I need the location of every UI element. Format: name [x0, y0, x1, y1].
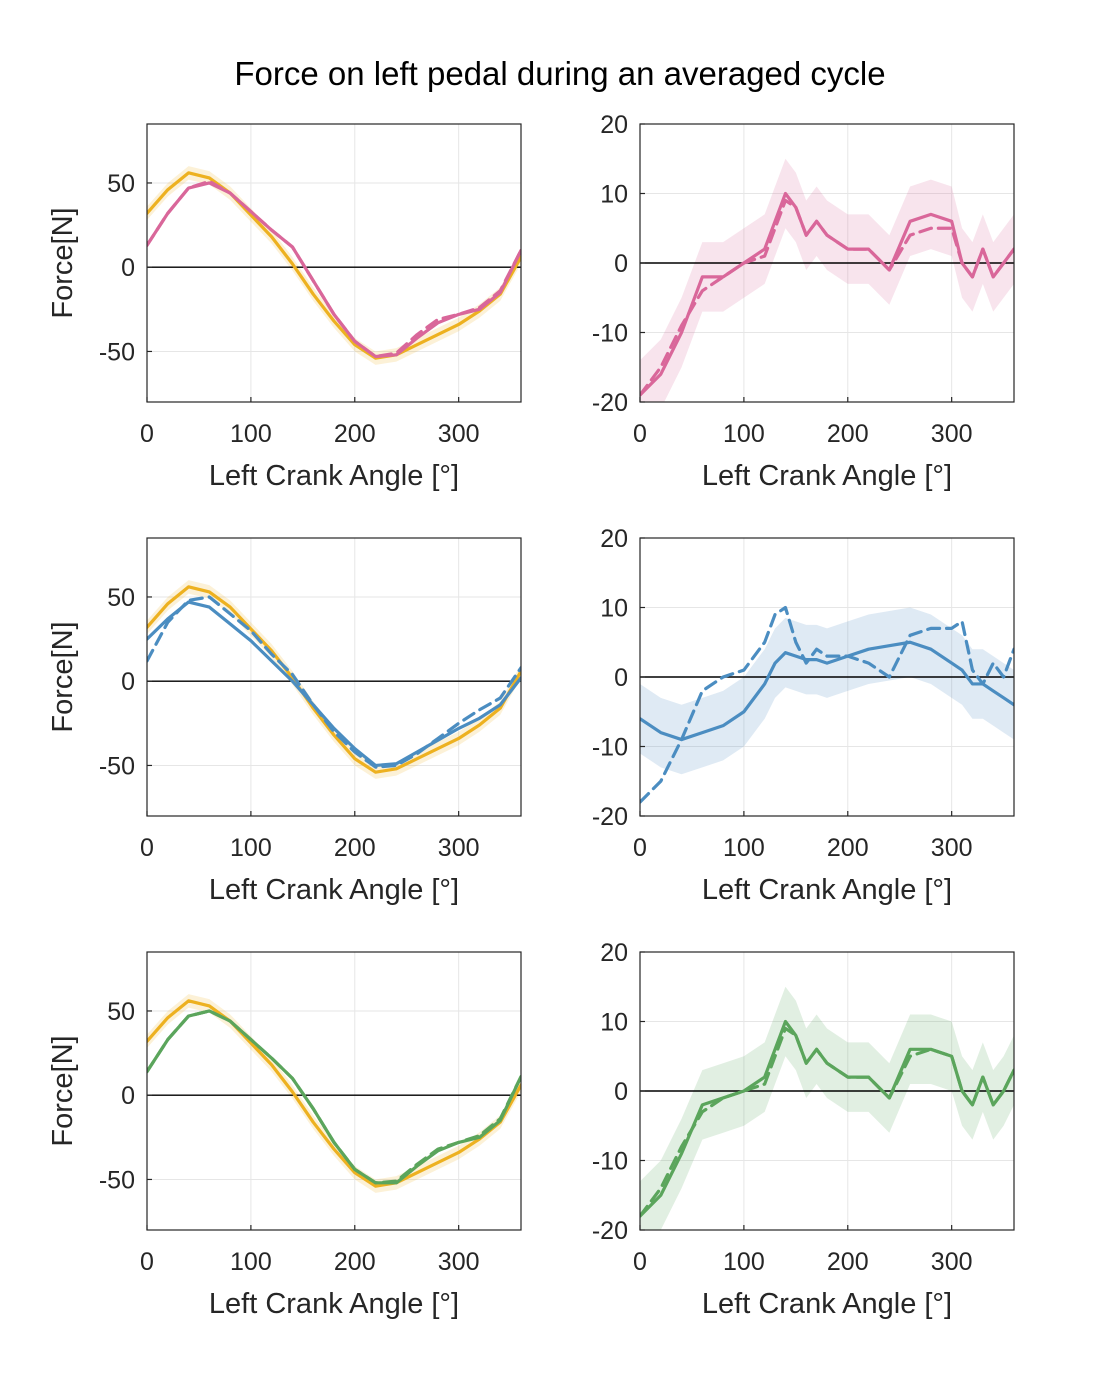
x-tick-label: 100	[230, 1248, 272, 1276]
x-axis-label: Left Crank Angle [°]	[209, 874, 459, 906]
plot-area	[147, 166, 521, 365]
series-line-blue-solid	[147, 600, 521, 768]
x-tick-label: 0	[140, 834, 154, 862]
y-tick-label: -20	[592, 803, 628, 831]
series-line-pink-dashed	[640, 198, 1014, 397]
y-tick-label: -10	[592, 320, 628, 348]
series-line-green-solid	[147, 1009, 521, 1185]
y-axis-label: Force[N]	[47, 207, 79, 318]
x-axis-label: Left Crank Angle [°]	[209, 460, 459, 492]
x-tick-label: 0	[140, 1248, 154, 1276]
x-tick-label: 200	[334, 420, 376, 448]
series-line-blue-dashed	[147, 595, 521, 769]
series-line-reference-solid	[147, 999, 521, 1188]
y-tick-label: -20	[592, 1217, 628, 1245]
subplot-r3-c1: 0 100 200 300 -50 0 50 Left Crank Angle [°] Forc…	[47, 951, 522, 1320]
subplot-r1-c2: 0 100 200 300 -20 -10 0 10 20 Left Crank Angle [°…	[592, 111, 1015, 492]
y-tick-label: 10	[600, 1009, 628, 1037]
y-tick-label: 0	[121, 668, 135, 696]
y-tick-label: 50	[107, 998, 135, 1026]
x-tick-label: 100	[230, 834, 272, 862]
series-line-blue-solid	[640, 640, 1014, 742]
x-tick-label: 200	[827, 834, 869, 862]
x-axis-label: Left Crank Angle [°]	[702, 460, 952, 492]
y-tick-label: 0	[614, 1078, 628, 1106]
y-tick-label: -50	[99, 1166, 135, 1194]
x-tick-label: 200	[334, 1248, 376, 1276]
y-axis-label: Force[N]	[47, 1035, 79, 1146]
x-tick-label: 100	[230, 420, 272, 448]
x-axis-label: Left Crank Angle [°]	[702, 874, 952, 906]
y-axis-label: Force[N]	[47, 621, 79, 732]
x-tick-label: 100	[723, 834, 765, 862]
plot-area	[640, 986, 1014, 1230]
confidence-band	[640, 158, 1014, 402]
y-tick-label: 10	[600, 181, 628, 209]
x-tick-label: 300	[931, 1248, 973, 1276]
confidence-band	[147, 994, 521, 1193]
series-line-pink-dashed	[147, 179, 521, 359]
plot-area	[147, 580, 521, 779]
x-axis-label: Left Crank Angle [°]	[702, 1288, 952, 1320]
confidence-band	[640, 986, 1014, 1230]
y-tick-label: 10	[600, 595, 628, 623]
y-tick-label: -50	[99, 752, 135, 780]
y-tick-label: -10	[592, 734, 628, 762]
x-tick-label: 300	[438, 834, 480, 862]
subplot-r2-c1: 0 100 200 300 -50 0 50 Left Crank Angle [°] Forc…	[47, 537, 522, 906]
x-tick-label: 100	[723, 1248, 765, 1276]
subplot-r1-c1: 0 100 200 300 -50 0 50 Left Crank Angle [°] Forc…	[47, 123, 522, 492]
x-tick-label: 0	[633, 420, 647, 448]
plot-area	[640, 158, 1014, 402]
y-tick-label: 0	[614, 250, 628, 278]
axes-box	[146, 951, 522, 1231]
x-tick-label: 300	[438, 1248, 480, 1276]
subplot-r2-c2: 0 100 200 300 -20 -10 0 10 20 Left Crank Angle [°…	[592, 525, 1015, 906]
y-tick-label: 0	[121, 1082, 135, 1110]
axes-box	[146, 123, 522, 403]
x-tick-label: 0	[633, 834, 647, 862]
x-axis-label: Left Crank Angle [°]	[209, 1288, 459, 1320]
x-tick-label: 300	[438, 420, 480, 448]
confidence-band	[147, 580, 521, 779]
x-tick-label: 200	[334, 834, 376, 862]
confidence-band	[640, 607, 1014, 775]
x-tick-label: 300	[931, 420, 973, 448]
y-tick-label: 50	[107, 584, 135, 612]
y-tick-label: 0	[614, 664, 628, 692]
series-line-green-dashed	[640, 1026, 1014, 1218]
y-tick-label: 20	[600, 111, 628, 139]
y-tick-label: 50	[107, 170, 135, 198]
figure-title: Force on left pedal during an averaged c…	[234, 55, 885, 92]
series-line-blue-dashed	[640, 605, 1014, 804]
x-tick-label: 300	[931, 834, 973, 862]
confidence-band	[147, 166, 521, 365]
y-tick-label: -20	[592, 389, 628, 417]
series-line-pink-solid	[147, 181, 521, 359]
axes-box	[146, 537, 522, 817]
plot-area	[640, 605, 1014, 804]
x-tick-label: 200	[827, 420, 869, 448]
x-tick-label: 100	[723, 420, 765, 448]
y-tick-label: 0	[121, 254, 135, 282]
x-tick-label: 0	[633, 1248, 647, 1276]
plot-area	[147, 994, 521, 1193]
series-line-reference-solid	[147, 171, 521, 360]
y-tick-label: 20	[600, 525, 628, 553]
series-line-reference-solid	[147, 585, 521, 774]
y-tick-label: 20	[600, 939, 628, 967]
subplot-r3-c2: 0 100 200 300 -20 -10 0 10 20 Left Crank Angle [°…	[592, 939, 1015, 1320]
y-tick-label: -10	[592, 1148, 628, 1176]
x-tick-label: 0	[140, 420, 154, 448]
y-tick-label: -50	[99, 338, 135, 366]
series-line-green-dashed	[147, 1009, 521, 1185]
x-tick-label: 200	[827, 1248, 869, 1276]
